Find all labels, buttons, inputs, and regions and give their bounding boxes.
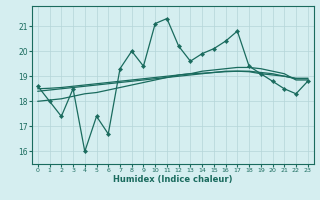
X-axis label: Humidex (Indice chaleur): Humidex (Indice chaleur) (113, 175, 233, 184)
